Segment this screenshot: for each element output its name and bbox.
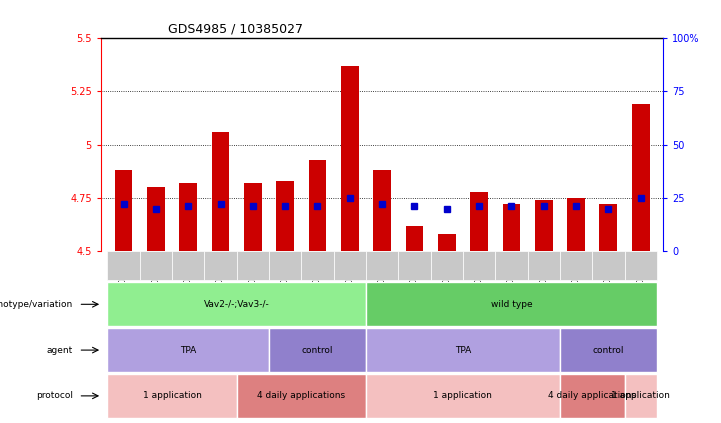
FancyBboxPatch shape [269,251,301,280]
FancyBboxPatch shape [560,251,592,280]
FancyBboxPatch shape [366,251,398,280]
FancyBboxPatch shape [236,374,366,418]
FancyBboxPatch shape [107,328,269,372]
Bar [276,181,294,251]
Text: 1 application: 1 application [611,391,670,401]
Text: TPA: TPA [455,346,471,354]
FancyBboxPatch shape [624,251,657,280]
Bar [115,170,133,251]
Bar [180,183,197,251]
FancyBboxPatch shape [430,251,463,280]
Text: wild type: wild type [490,300,532,309]
Bar [405,226,423,251]
FancyBboxPatch shape [269,328,366,372]
FancyBboxPatch shape [204,251,236,280]
FancyBboxPatch shape [107,374,236,418]
FancyBboxPatch shape [560,374,624,418]
FancyBboxPatch shape [398,251,430,280]
Text: TPA: TPA [180,346,196,354]
FancyBboxPatch shape [107,251,140,280]
Bar [309,159,327,251]
FancyBboxPatch shape [463,251,495,280]
Text: control: control [593,346,624,354]
FancyBboxPatch shape [236,251,269,280]
FancyBboxPatch shape [366,374,560,418]
Text: genotype/variation: genotype/variation [0,300,73,309]
Text: control: control [302,346,333,354]
Text: 4 daily applications: 4 daily applications [257,391,345,401]
FancyBboxPatch shape [495,251,528,280]
Bar [373,170,391,251]
FancyBboxPatch shape [366,328,560,372]
FancyBboxPatch shape [140,251,172,280]
Bar [341,66,359,251]
Bar [567,198,585,251]
FancyBboxPatch shape [172,251,204,280]
FancyBboxPatch shape [592,251,624,280]
Bar [438,234,456,251]
FancyBboxPatch shape [334,251,366,280]
FancyBboxPatch shape [624,374,657,418]
FancyBboxPatch shape [528,251,560,280]
Bar [212,132,229,251]
FancyBboxPatch shape [107,282,366,327]
FancyBboxPatch shape [560,328,657,372]
Text: GDS4985 / 10385027: GDS4985 / 10385027 [169,22,304,36]
Bar [535,200,552,251]
Bar [470,192,488,251]
Text: agent: agent [47,346,73,354]
Bar [503,204,521,251]
Text: 1 application: 1 application [143,391,201,401]
Text: 4 daily applications: 4 daily applications [548,391,636,401]
Text: 1 application: 1 application [433,391,492,401]
Bar [244,183,262,251]
Bar [599,204,617,251]
Bar [632,104,650,251]
Bar [147,187,165,251]
Text: Vav2-/-;Vav3-/-: Vav2-/-;Vav3-/- [204,300,270,309]
Text: protocol: protocol [36,391,73,401]
FancyBboxPatch shape [366,282,657,327]
FancyBboxPatch shape [301,251,334,280]
